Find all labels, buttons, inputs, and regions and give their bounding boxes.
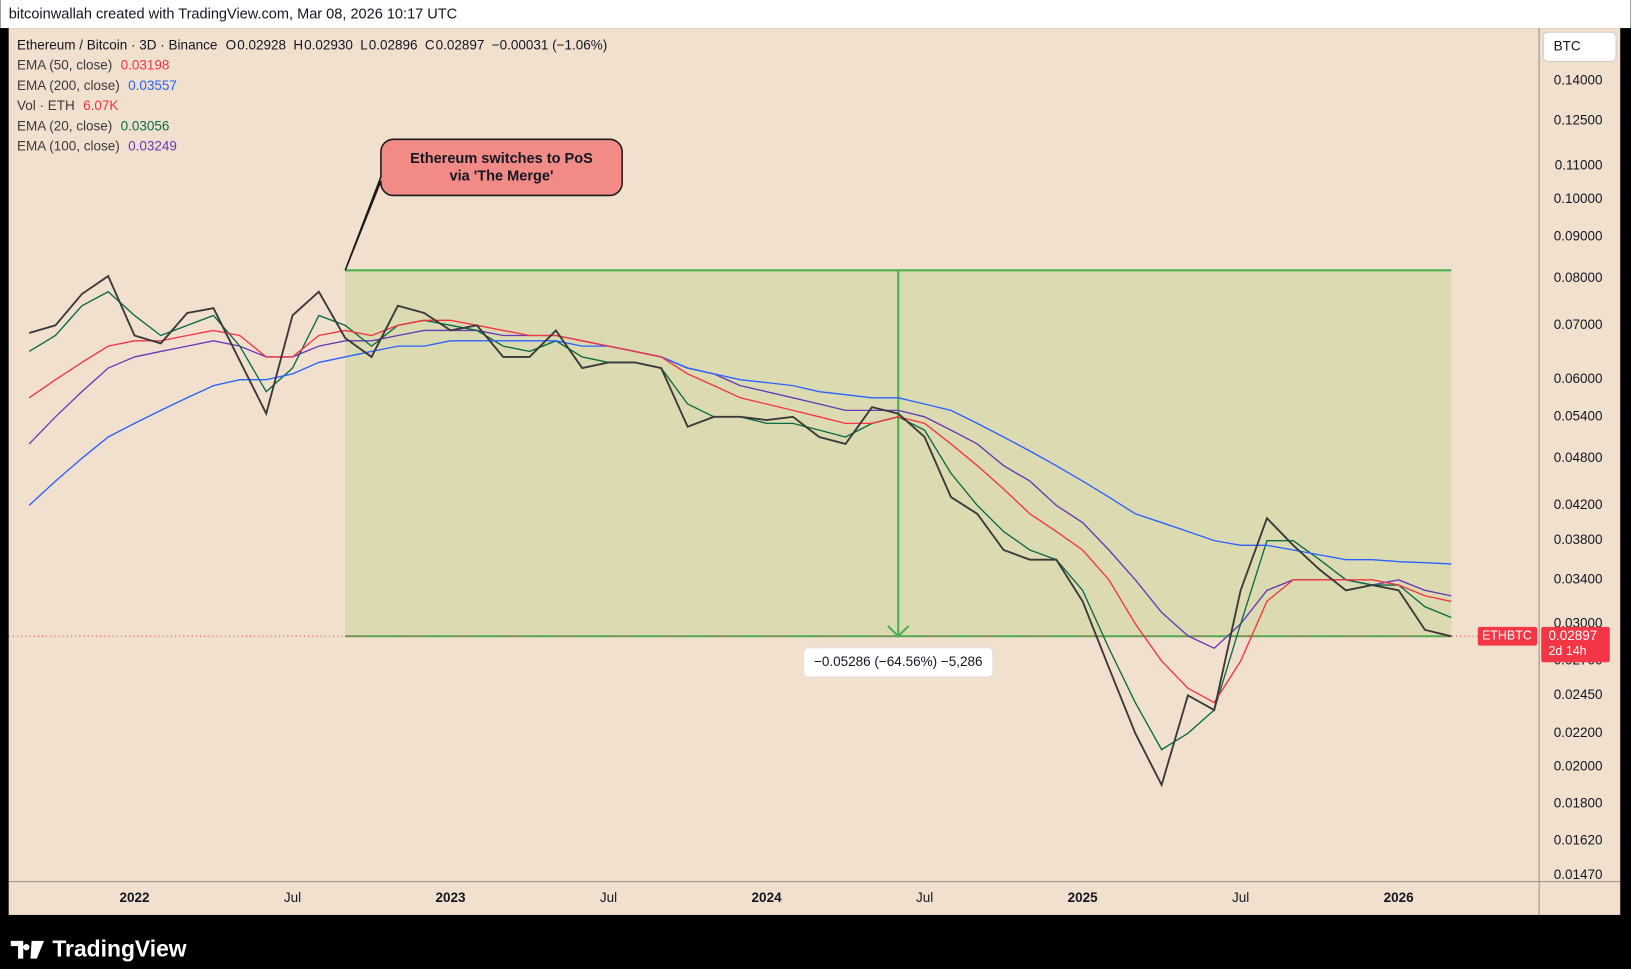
- x-tick-label: Jul: [916, 890, 933, 905]
- y-tick-label: 0.11000: [1555, 158, 1603, 173]
- currency: BTC: [1554, 38, 1581, 53]
- y-tick-label: 0.03000: [1554, 616, 1603, 631]
- price-tag-countdown: 2d 14h: [1548, 644, 1586, 658]
- ohlc-value: 0.02896: [369, 37, 418, 52]
- legend-value: 0.03056: [121, 118, 170, 133]
- x-tick-label: Jul: [1232, 890, 1249, 905]
- y-tick-label: 0.07000: [1554, 317, 1603, 332]
- x-tick-label: Jul: [284, 890, 301, 905]
- legend-name: EMA (20, close): [17, 118, 112, 133]
- y-tick-label: 0.12500: [1554, 113, 1603, 128]
- measure-label-box: [803, 647, 994, 678]
- y-tick-label: 0.01470: [1554, 867, 1603, 882]
- header-bar: [0, 0, 1631, 29]
- y-tick-label: 0.06000: [1554, 371, 1603, 386]
- price-tag-value: 0.02897: [1548, 628, 1597, 643]
- measure-label: −0.05286 (−64.56%) −5,286: [814, 654, 983, 669]
- legend-name: EMA (50, close): [17, 58, 112, 73]
- logo-text: TradingView: [52, 935, 186, 961]
- ohlc-label: C: [425, 37, 435, 52]
- y-tick-label: 0.01620: [1554, 833, 1603, 848]
- currency-box: [1542, 31, 1617, 62]
- x-tick-label: 2024: [752, 890, 783, 905]
- y-tick-label: 0.02450: [1554, 687, 1603, 702]
- logo-mark: [10, 940, 45, 959]
- symbol-tag: [1477, 626, 1538, 646]
- legend-value: 0.03198: [121, 58, 170, 73]
- plot: [8, 269, 1540, 788]
- y-tick-label: 0.10000: [1554, 191, 1603, 206]
- y-tick-label: 0.09000: [1554, 228, 1603, 243]
- measure-arrow-head: [887, 625, 910, 638]
- y-tick-label: 0.02000: [1554, 758, 1603, 773]
- price-line: [28, 274, 1452, 788]
- ema-line: [28, 340, 1452, 565]
- legend-value: 0.03249: [128, 139, 177, 154]
- tradingview-logo: TradingView: [10, 935, 187, 961]
- y-tick-label: 0.08000: [1554, 270, 1603, 285]
- ohlc-value: 0.02897: [436, 37, 485, 52]
- ema-line: [28, 319, 1452, 704]
- x-tick-label: Jul: [600, 890, 617, 905]
- y-tick-label: 0.01800: [1554, 796, 1603, 811]
- ohlc-label: L: [360, 37, 368, 52]
- ohlc-value: 0.02928: [237, 37, 286, 52]
- y-tick-label: 0.04800: [1554, 450, 1603, 465]
- legend-name: Vol · ETH: [17, 98, 75, 113]
- annotation-callout: [344, 138, 623, 271]
- y-tick-label: 0.03800: [1554, 532, 1603, 547]
- header-text: bitcoinwallah created with TradingView.c…: [9, 6, 457, 22]
- annotation-text: via 'The Merge': [450, 169, 554, 185]
- y-tick-label: 0.05400: [1554, 408, 1603, 423]
- symbol-tag-text: ETHBTC: [1482, 629, 1532, 643]
- legend-change: −0.00031 (−1.06%): [492, 37, 608, 52]
- y-tick-label: 0.04200: [1554, 497, 1603, 512]
- legend-name: EMA (200, close): [17, 78, 120, 93]
- y-tick-label: 0.03400: [1554, 571, 1603, 586]
- annotation-text: Ethereum switches to PoS: [410, 151, 593, 167]
- ohlc-label: O: [226, 37, 237, 52]
- x-tick-label: 2022: [119, 890, 149, 905]
- legend-value: 0.03557: [128, 78, 177, 93]
- x-tick-label: 2023: [436, 890, 467, 905]
- price-tag: [1541, 626, 1610, 663]
- legend-name: EMA (100, close): [17, 139, 120, 154]
- y-tick-label: 0.14000: [1554, 73, 1603, 88]
- y-tick-label: 0.02200: [1554, 725, 1603, 740]
- chart-area: [8, 28, 1621, 915]
- ohlc-value: 0.02930: [304, 37, 353, 52]
- legend-value: 6.07K: [83, 98, 118, 113]
- ohlc-label: H: [293, 37, 303, 52]
- x-tick-label: 2025: [1068, 890, 1099, 905]
- x-tick-label: 2026: [1384, 890, 1415, 905]
- legend-symbol: Ethereum / Bitcoin · 3D · Binance: [17, 37, 217, 52]
